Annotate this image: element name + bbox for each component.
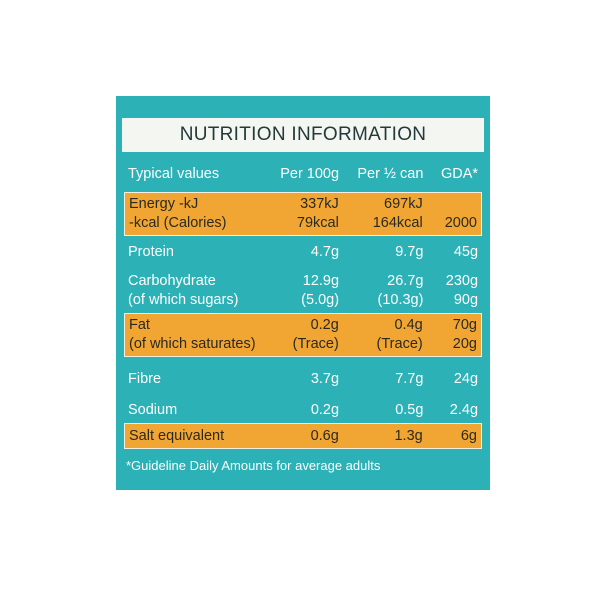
table-cell: Carbohydrate (of which sugars) bbox=[124, 264, 272, 312]
cell-text: 20g bbox=[452, 336, 477, 352]
table-cell: Fibre bbox=[124, 357, 272, 391]
table-cell: 2000 bbox=[427, 193, 481, 235]
cell-text: 164kcal bbox=[372, 215, 423, 231]
cell-text: Salt equivalent bbox=[129, 428, 225, 444]
table-cell: 230g 90g bbox=[427, 264, 482, 312]
table-cell: 6g bbox=[427, 424, 481, 448]
cell-text: Carbohydrate bbox=[128, 273, 216, 289]
cell-text: 7.7g bbox=[395, 371, 424, 387]
cell-text: (Trace) bbox=[376, 336, 423, 352]
table-row: Salt equivalent 0.6g 1.3g 6g bbox=[124, 423, 482, 449]
table-cell: Energy -kJ -kcal (Calories) bbox=[125, 193, 272, 235]
cell-text: (5.0g) bbox=[301, 292, 340, 308]
header-cell: Typical values bbox=[128, 166, 220, 182]
table-cell: 337kJ 79kcal bbox=[272, 193, 343, 235]
cell-text: 12.9g bbox=[302, 273, 340, 289]
cell-text: 4.7g bbox=[310, 244, 340, 260]
cell-text: 0.2g bbox=[310, 402, 340, 418]
header-cell: Per ½ can bbox=[357, 166, 424, 182]
cell-text: (of which saturates) bbox=[129, 336, 256, 352]
table-row: Fibre 3.7g 7.7g 24g bbox=[124, 357, 482, 391]
cell-text: -kcal (Calories) bbox=[129, 215, 227, 231]
cell-text: 6g bbox=[460, 428, 477, 444]
table-cell: 0.2g bbox=[272, 392, 343, 422]
table-cell: 24g bbox=[427, 357, 482, 391]
table-cell: 7.7g bbox=[343, 357, 427, 391]
cell-text: (10.3g) bbox=[377, 292, 424, 308]
table-cell: Sodium bbox=[124, 392, 272, 422]
table-cell: 4.7g bbox=[272, 236, 343, 264]
table-cell: 2.4g bbox=[427, 392, 482, 422]
table-cell: 697kJ 164kcal bbox=[343, 193, 427, 235]
table-cell: 3.7g bbox=[272, 357, 343, 391]
table-cell: 70g 20g bbox=[427, 314, 481, 356]
cell-text: 0.4g bbox=[394, 317, 423, 333]
footnote: *Guideline Daily Amounts for average adu… bbox=[126, 458, 381, 473]
table-cell: Protein bbox=[124, 236, 272, 264]
table-row: Fat (of which saturates) 0.2g (Trace) 0.4g (T… bbox=[124, 313, 482, 357]
cell-text: (Trace) bbox=[292, 336, 339, 352]
cell-text: 230g bbox=[445, 273, 479, 289]
header-row: Typical values Per 100g Per ½ can GDA* bbox=[124, 158, 482, 186]
cell-text: 697kJ bbox=[384, 196, 423, 212]
table-cell: 0.6g bbox=[272, 424, 343, 448]
cell-text: 26.7g bbox=[387, 273, 424, 289]
table-cell: Salt equivalent bbox=[125, 424, 272, 448]
table-cell: 9.7g bbox=[343, 236, 427, 264]
title: NUTRITION INFORMATION bbox=[122, 118, 484, 152]
cell-text: Sodium bbox=[128, 402, 178, 418]
label-panel: NUTRITION INFORMATION *Guideline Daily A… bbox=[116, 96, 490, 490]
cell-text: 79kcal bbox=[296, 215, 339, 231]
table-cell: 12.9g (5.0g) bbox=[272, 264, 343, 312]
cell-text: Protein bbox=[128, 244, 174, 260]
table-cell: 45g bbox=[427, 236, 482, 264]
header-cell: GDA* bbox=[440, 166, 479, 182]
cell-text: 3.7g bbox=[310, 371, 340, 387]
cell-text: Fat bbox=[129, 317, 150, 333]
table-cell: Fat (of which saturates) bbox=[125, 314, 272, 356]
cell-text: 1.3g bbox=[394, 428, 423, 444]
table-cell: 0.2g (Trace) bbox=[272, 314, 343, 356]
cell-text: 45g bbox=[453, 244, 479, 260]
cell-text: 2000 bbox=[444, 215, 477, 231]
table-cell: 0.5g bbox=[343, 392, 427, 422]
cell-text: 90g bbox=[453, 292, 479, 308]
cell-text: 9.7g bbox=[395, 244, 424, 260]
cell-text: 0.2g bbox=[310, 317, 339, 333]
table-row: Protein 4.7g 9.7g 45g bbox=[124, 236, 482, 264]
table-row: Energy -kJ -kcal (Calories) 337kJ 79kcal 697… bbox=[124, 192, 482, 236]
cell-text: 70g bbox=[452, 317, 477, 333]
cell-text: 0.5g bbox=[395, 402, 424, 418]
cell-text: 24g bbox=[453, 371, 479, 387]
cell-text: (of which sugars) bbox=[128, 292, 239, 308]
cell-text: 2.4g bbox=[449, 402, 479, 418]
table-row: Carbohydrate (of which sugars) 12.9g (5.0g)… bbox=[124, 264, 482, 312]
table-cell: 1.3g bbox=[343, 424, 427, 448]
header-cell: Per 100g bbox=[280, 166, 340, 182]
cell-text: 337kJ bbox=[300, 196, 339, 212]
table-cell: 26.7g (10.3g) bbox=[343, 264, 427, 312]
cell-text: 0.6g bbox=[310, 428, 339, 444]
table-row: Sodium 0.2g 0.5g 2.4g bbox=[124, 392, 482, 422]
cell-text: Fibre bbox=[128, 371, 162, 387]
cell-text: Energy -kJ bbox=[129, 196, 199, 212]
table-cell: 0.4g (Trace) bbox=[343, 314, 427, 356]
